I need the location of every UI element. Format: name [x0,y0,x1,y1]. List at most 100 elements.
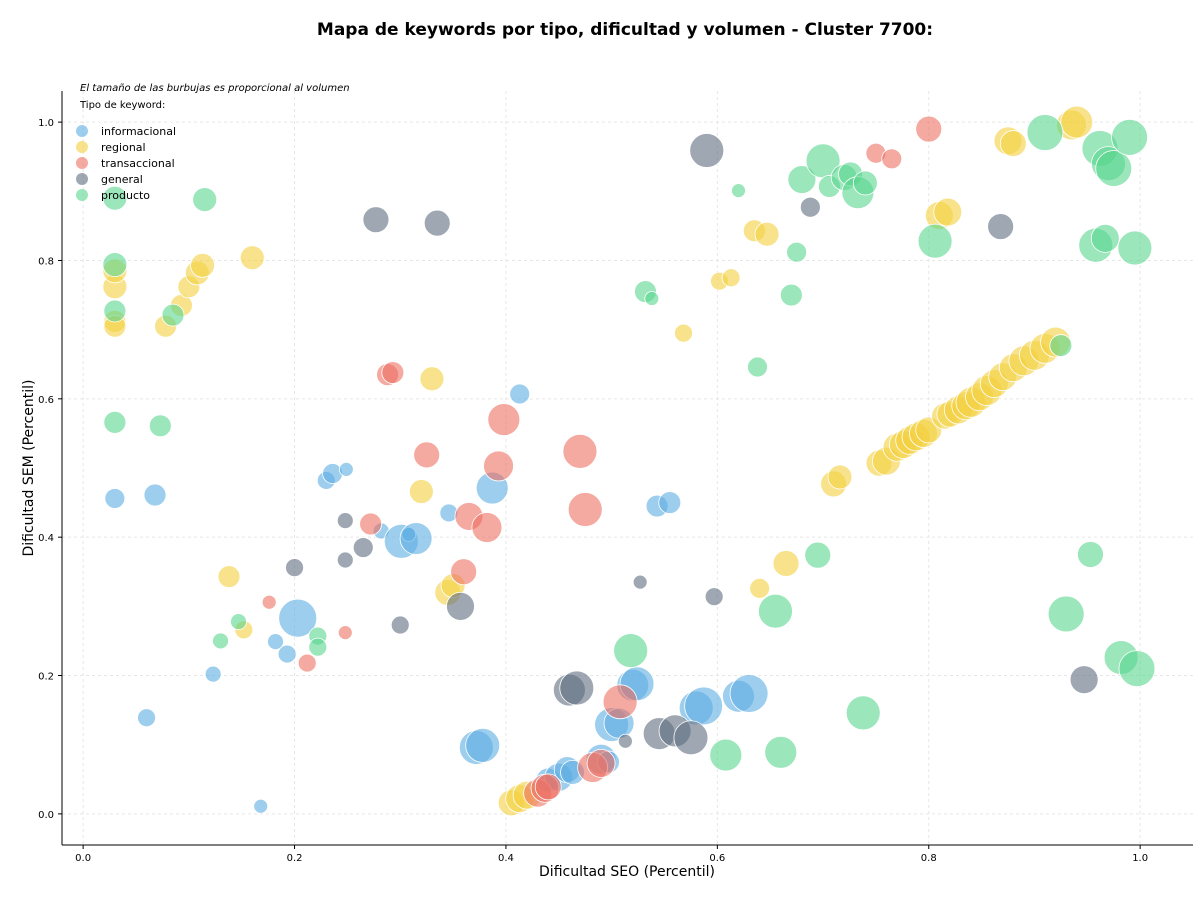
bubble-general [336,551,354,569]
x-ticks: 0.0 0.2 0.4 0.6 0.8 1.0 [75,845,1148,864]
bubble-regional [827,464,853,490]
bubble-producto [787,165,817,194]
bubble-transaccional [602,684,638,720]
bubble-producto [644,291,660,306]
bubble-producto [308,637,328,657]
y-ticks: 0.0 0.2 0.4 0.6 0.8 1.0 [38,118,62,821]
bubble-transaccional [915,115,943,143]
bubble-producto [786,241,808,263]
bubble-size-note: El tamaño de las burbujas es proporciona… [80,83,350,94]
bubble-transaccional [483,450,514,482]
bubble-producto [161,303,185,327]
legend-marker-informacional [76,125,88,137]
bubble-general [704,587,724,607]
bubble-general [446,591,475,621]
legend-label-general: general [101,173,143,186]
bubble-transaccional [337,625,353,641]
bubble-general [390,615,410,635]
bubble-informacional [729,674,769,713]
bubble-producto [192,187,218,213]
bubble-informacional [338,461,354,477]
bubble-producto [1077,541,1104,568]
y-tick-label: 0.2 [38,672,54,683]
bubble-producto [613,633,649,669]
legend-label-informacional: informacional [101,125,176,138]
bubble-producto [852,170,878,196]
bubble-transaccional [567,492,603,527]
bubble-producto [1117,230,1153,266]
bubble-producto [1118,650,1156,688]
x-tick-label: 0.8 [921,853,937,864]
bubble-transaccional [471,512,503,543]
bubble-general [1069,665,1099,695]
legend-label-regional: regional [101,141,146,154]
bubble-regional [674,323,693,343]
bubble-producto [764,735,798,769]
bubble-informacional [143,483,167,507]
bubble-informacional [399,522,433,555]
bubble-producto [1095,150,1133,187]
bubble-informacional [104,488,126,509]
bubble-general [285,558,304,578]
bubble-transaccional [359,512,383,536]
bubble-informacional [465,727,501,763]
bubble-general [689,133,725,168]
bubbles [102,105,1156,817]
y-tick-label: 0.6 [38,395,54,406]
y-tick-label: 0.0 [38,810,54,821]
legend: informacional regional transaccional genera… [76,125,176,202]
legend-label-producto: producto [101,189,150,202]
bubble-regional [754,221,780,247]
bubble-general [673,720,709,756]
legend-title: Tipo de keyword: [79,100,165,111]
bubble-informacional [509,383,531,405]
bubble-transaccional [413,441,441,469]
bubble-producto [1047,595,1085,633]
bubble-informacional [684,686,724,726]
bubble-producto [1049,334,1073,357]
bubble-regional [749,577,771,599]
x-tick-label: 0.0 [75,853,91,864]
bubble-transaccional [487,403,521,436]
y-tick-label: 0.8 [38,256,54,267]
y-tick-label: 1.0 [38,118,54,129]
bubble-general [799,196,821,218]
y-axis-label: Dificultad SEM (Percentil) [21,380,37,557]
bubble-producto [102,185,128,211]
bubble-regional [933,197,963,227]
bubble-regional [999,130,1027,157]
bubble-transaccional [534,773,562,801]
bubble-producto [804,541,832,569]
legend-marker-regional [76,141,88,153]
bubble-regional [239,245,265,271]
bubble-transaccional [450,558,478,586]
bubble-transaccional [562,433,598,469]
bubble-transaccional [381,361,405,384]
legend-label-transaccional: transaccional [101,157,175,170]
bubble-producto [1090,223,1120,253]
x-tick-label: 1.0 [1132,853,1148,864]
bubble-producto [103,410,127,434]
bubble-regional [408,479,434,504]
axes [61,91,1193,846]
bubble-producto [747,356,768,378]
bubble-general [617,733,633,749]
bubble-general [423,209,451,237]
bubble-producto [230,613,247,630]
bubble-producto [779,283,803,307]
bubble-regional [190,252,215,278]
bubble-producto [148,414,172,438]
bubble-informacional [278,598,318,638]
bubble-general [362,206,390,234]
bubble-informacional [267,633,284,651]
bubble-regional [1060,105,1094,139]
bubble-producto [103,299,127,323]
chart-title: Mapa de keywords por tipo, dificultad y … [316,20,934,40]
bubble-regional [772,550,800,577]
bubble-producto [758,593,793,629]
x-tick-label: 0.4 [498,853,514,864]
bubble-producto [917,223,953,259]
bubble-producto [731,183,746,199]
bubble-producto [1026,114,1064,151]
